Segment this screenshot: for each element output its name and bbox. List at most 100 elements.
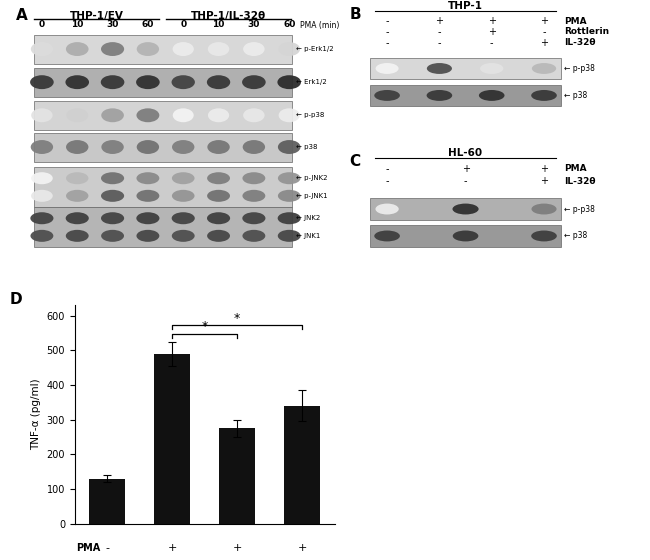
Ellipse shape — [243, 42, 265, 56]
Text: 10: 10 — [71, 20, 83, 29]
Ellipse shape — [374, 90, 400, 101]
Bar — [285, 406, 320, 524]
Text: +: + — [233, 543, 242, 553]
Ellipse shape — [136, 140, 159, 154]
Ellipse shape — [30, 75, 54, 89]
Ellipse shape — [101, 108, 124, 122]
Ellipse shape — [208, 42, 229, 56]
Ellipse shape — [374, 231, 400, 241]
Text: ← p-Erk1/2: ← p-Erk1/2 — [296, 46, 334, 52]
Ellipse shape — [278, 212, 301, 224]
Ellipse shape — [207, 230, 230, 242]
Ellipse shape — [172, 140, 194, 154]
Text: C: C — [349, 155, 361, 170]
Text: +: + — [540, 38, 548, 48]
Ellipse shape — [66, 108, 88, 122]
Text: *: * — [234, 311, 240, 325]
Text: 60: 60 — [142, 20, 154, 29]
FancyBboxPatch shape — [370, 85, 562, 106]
Ellipse shape — [172, 75, 195, 89]
Text: +: + — [462, 164, 469, 174]
Text: PMA (min): PMA (min) — [300, 21, 340, 30]
Ellipse shape — [453, 231, 478, 241]
Text: ← p-p38: ← p-p38 — [564, 204, 595, 213]
Ellipse shape — [278, 42, 300, 56]
Ellipse shape — [101, 75, 124, 89]
Ellipse shape — [242, 190, 265, 202]
Text: ← p38: ← p38 — [564, 231, 588, 240]
Ellipse shape — [31, 42, 53, 56]
Text: ← p38: ← p38 — [296, 144, 318, 150]
Text: D: D — [10, 292, 22, 307]
Ellipse shape — [101, 140, 124, 154]
Text: -: - — [437, 27, 441, 37]
FancyBboxPatch shape — [370, 198, 562, 220]
Text: 0: 0 — [39, 20, 45, 29]
Text: ← JNK1: ← JNK1 — [296, 233, 320, 239]
Ellipse shape — [427, 63, 452, 74]
Text: ← p-JNK1: ← p-JNK1 — [296, 193, 328, 199]
Ellipse shape — [66, 190, 88, 202]
Text: ← p-p38: ← p-p38 — [296, 113, 324, 118]
Text: -: - — [464, 176, 467, 186]
FancyBboxPatch shape — [370, 225, 562, 247]
Ellipse shape — [278, 75, 301, 89]
Text: *: * — [202, 320, 208, 333]
Ellipse shape — [208, 108, 229, 122]
Text: PMA: PMA — [564, 164, 587, 173]
Text: -: - — [437, 38, 441, 48]
Ellipse shape — [172, 230, 194, 242]
Ellipse shape — [136, 75, 160, 89]
Ellipse shape — [278, 140, 300, 154]
Ellipse shape — [426, 90, 452, 101]
Text: -: - — [542, 27, 546, 37]
FancyBboxPatch shape — [34, 207, 292, 247]
Ellipse shape — [31, 172, 53, 184]
Text: +: + — [540, 164, 548, 174]
Text: IL-32θ: IL-32θ — [564, 177, 596, 186]
Text: +: + — [298, 543, 307, 553]
Text: 30: 30 — [248, 20, 260, 29]
Ellipse shape — [31, 190, 53, 202]
FancyBboxPatch shape — [34, 101, 292, 130]
Text: HL-60: HL-60 — [448, 148, 482, 158]
Text: 0: 0 — [180, 20, 187, 29]
Ellipse shape — [243, 108, 265, 122]
Ellipse shape — [136, 42, 159, 56]
Text: ← p-p38: ← p-p38 — [564, 64, 595, 73]
Ellipse shape — [101, 42, 124, 56]
Text: ← p-JNK2: ← p-JNK2 — [296, 175, 328, 181]
Ellipse shape — [66, 172, 88, 184]
Ellipse shape — [136, 230, 159, 242]
Text: +: + — [168, 543, 177, 553]
Bar — [220, 428, 255, 524]
Text: +: + — [540, 16, 548, 26]
Text: A: A — [16, 8, 28, 24]
Ellipse shape — [279, 108, 300, 122]
Text: -: - — [385, 27, 389, 37]
Ellipse shape — [531, 90, 557, 101]
Ellipse shape — [31, 140, 53, 154]
Text: THP-1/IL-32θ: THP-1/IL-32θ — [190, 11, 266, 21]
Ellipse shape — [101, 172, 124, 184]
Text: 60: 60 — [283, 20, 295, 29]
Ellipse shape — [242, 212, 265, 224]
Ellipse shape — [136, 212, 159, 224]
Ellipse shape — [136, 108, 159, 122]
Ellipse shape — [101, 230, 124, 242]
Text: 30: 30 — [107, 20, 119, 29]
Text: +: + — [488, 27, 496, 37]
Ellipse shape — [172, 172, 194, 184]
Text: THP-1/EV: THP-1/EV — [70, 11, 124, 21]
Ellipse shape — [101, 212, 124, 224]
Text: +: + — [436, 16, 443, 26]
FancyBboxPatch shape — [34, 167, 292, 207]
Ellipse shape — [207, 140, 229, 154]
Ellipse shape — [532, 204, 556, 214]
Text: ← JNK2: ← JNK2 — [296, 215, 320, 221]
Text: +: + — [540, 176, 548, 186]
Ellipse shape — [172, 190, 194, 202]
Text: ← Erk1/2: ← Erk1/2 — [296, 79, 327, 85]
Ellipse shape — [376, 204, 398, 214]
Ellipse shape — [136, 172, 159, 184]
